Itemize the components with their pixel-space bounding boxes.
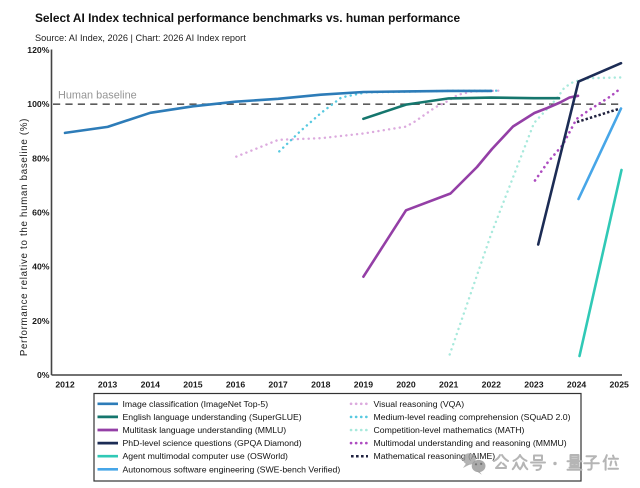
svg-text:Visual reasoning (VQA): Visual reasoning (VQA) bbox=[374, 399, 465, 409]
svg-text:Source: AI Index, 2026 | Chart: Source: AI Index, 2026 | Chart: 2026 AI … bbox=[35, 33, 246, 43]
svg-text:40%: 40% bbox=[32, 262, 50, 272]
svg-text:PhD-level science questions (G: PhD-level science questions (GPQA Diamon… bbox=[123, 438, 302, 448]
svg-text:Performance relative to the hu: Performance relative to the human baseli… bbox=[19, 118, 30, 356]
svg-text:2022: 2022 bbox=[482, 380, 501, 390]
svg-text:Mathematical reasoning (AIME): Mathematical reasoning (AIME) bbox=[374, 451, 496, 461]
svg-text:2013: 2013 bbox=[98, 380, 117, 390]
svg-text:20%: 20% bbox=[32, 316, 50, 326]
svg-text:2017: 2017 bbox=[268, 380, 287, 390]
svg-text:120%: 120% bbox=[27, 45, 49, 55]
svg-text:2023: 2023 bbox=[524, 380, 543, 390]
svg-text:Multitask language understandi: Multitask language understanding (MMLU) bbox=[123, 425, 287, 435]
svg-text:Competition-level mathematics: Competition-level mathematics (MATH) bbox=[374, 425, 525, 435]
svg-text:Autonomous software engineerin: Autonomous software engineering (SWE-ben… bbox=[123, 464, 341, 474]
svg-text:Image classification (ImageNet: Image classification (ImageNet Top-5) bbox=[123, 399, 269, 409]
svg-text:Agent multimodal computer use: Agent multimodal computer use (OSWorld) bbox=[123, 451, 289, 461]
svg-text:2019: 2019 bbox=[354, 380, 373, 390]
svg-text:2025: 2025 bbox=[610, 380, 629, 390]
svg-text:80%: 80% bbox=[32, 153, 50, 163]
svg-text:100%: 100% bbox=[27, 99, 49, 109]
svg-text:2015: 2015 bbox=[183, 380, 202, 390]
svg-text:2014: 2014 bbox=[141, 380, 160, 390]
svg-text:0%: 0% bbox=[37, 370, 50, 380]
svg-text:English language understanding: English language understanding (SuperGLU… bbox=[123, 412, 302, 422]
svg-text:Medium-level reading comprehen: Medium-level reading comprehension (SQuA… bbox=[374, 412, 571, 422]
svg-text:2021: 2021 bbox=[439, 380, 458, 390]
svg-text:2016: 2016 bbox=[226, 380, 245, 390]
svg-text:2018: 2018 bbox=[311, 380, 330, 390]
svg-text:Human baseline: Human baseline bbox=[58, 90, 137, 102]
svg-text:Select AI Index technical perf: Select AI Index technical performance be… bbox=[35, 11, 461, 25]
svg-text:2024: 2024 bbox=[567, 380, 586, 390]
svg-text:2020: 2020 bbox=[396, 380, 415, 390]
svg-text:60%: 60% bbox=[32, 208, 50, 218]
svg-text:2012: 2012 bbox=[55, 380, 74, 390]
svg-text:Multimodal understanding and r: Multimodal understanding and reasoning (… bbox=[374, 438, 567, 448]
